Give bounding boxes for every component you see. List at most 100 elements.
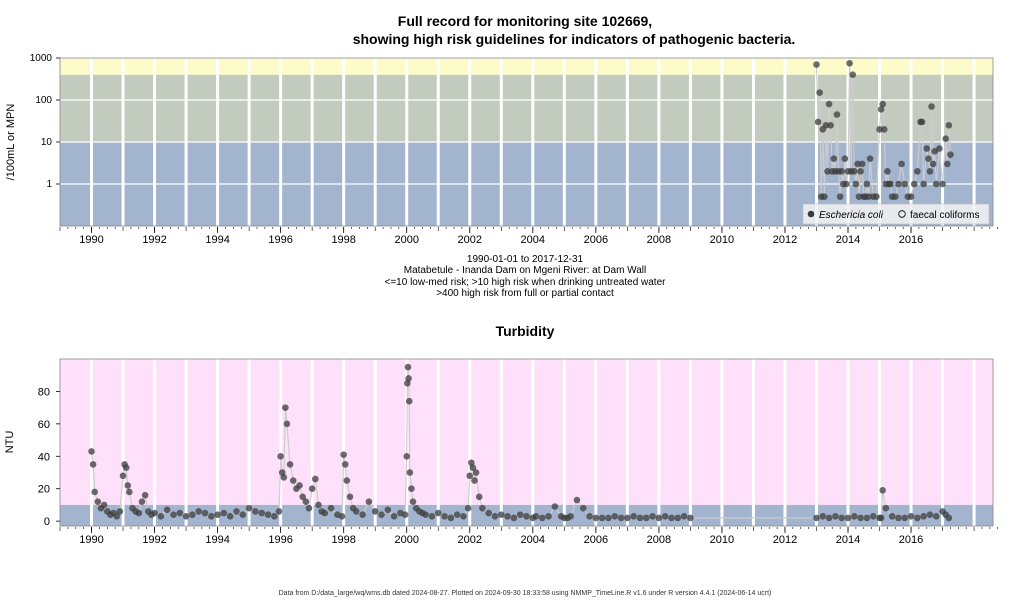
turbidity-point	[214, 511, 221, 518]
ecoli-point	[910, 180, 918, 188]
x-tick-label: 2012	[773, 534, 797, 546]
turbidity-point	[124, 482, 132, 489]
x-tick-label: 2014	[836, 534, 860, 546]
turbidity-point	[138, 498, 146, 505]
x-tick-label: 1990	[79, 534, 103, 546]
turbidity-point	[406, 469, 414, 476]
ecoli-point	[932, 180, 940, 188]
turbidity-point	[404, 363, 412, 371]
turbidity-point	[390, 512, 398, 520]
ecoli-point	[895, 180, 902, 188]
ecoli-point	[926, 168, 934, 175]
x-tick-label: 2000	[394, 234, 418, 246]
ecoli-point	[843, 180, 850, 188]
turbidity-point	[914, 514, 921, 522]
ecoli-point	[846, 59, 853, 67]
turbidity-point	[283, 420, 291, 428]
x-tick-label: 2002	[458, 234, 482, 246]
turbidity-point	[100, 501, 108, 509]
x-tick-label: 1994	[205, 234, 229, 246]
turbidity-point	[201, 509, 209, 517]
ecoli-point	[814, 118, 822, 126]
turbidity-point	[321, 509, 329, 517]
turbidity-point	[901, 514, 909, 522]
ecoli-point	[841, 155, 849, 163]
turbidity-point	[195, 508, 202, 515]
x-tick-label: 2012	[773, 234, 797, 246]
turbidity-point	[359, 511, 366, 518]
turbidity-point	[680, 512, 688, 520]
ecoli-point	[855, 193, 863, 200]
turbidity-point	[289, 477, 297, 484]
turbidity-point	[408, 485, 415, 493]
x-tick-label: 1992	[142, 534, 166, 546]
x-tick-label: 1996	[268, 534, 292, 546]
ecoli-point	[851, 168, 858, 175]
y-tick-label: 60	[38, 419, 50, 431]
ecoli-point	[936, 145, 943, 152]
turbidity-point	[341, 461, 349, 468]
ecoli-point	[813, 61, 820, 68]
y-tick-label: 40	[38, 451, 50, 463]
ecoli-point	[857, 168, 864, 175]
turbidity-point	[516, 511, 524, 518]
y-tick-label: 20	[38, 484, 50, 496]
turbidity-point	[877, 514, 885, 522]
turbidity-point	[655, 514, 663, 522]
turbidity-point	[945, 514, 953, 522]
x-tick-label: 2016	[899, 534, 923, 546]
ecoli-point	[947, 151, 954, 158]
bacteria-y-axis-label: /100mL or MPN	[5, 104, 17, 181]
turbidity-point	[346, 493, 354, 501]
turbidity-point	[649, 512, 656, 520]
legend-ecoli-marker	[807, 210, 815, 218]
ecoli-point	[887, 180, 894, 188]
turbidity-point	[888, 512, 896, 520]
turbidity-point	[258, 509, 266, 517]
ecoli-point	[866, 155, 874, 163]
turbidity-point	[271, 512, 278, 520]
x-tick-label: 1996	[268, 234, 292, 246]
turbidity-point	[245, 504, 253, 512]
turbidity-point	[405, 375, 412, 382]
ecoli-point	[928, 103, 935, 110]
turbidity-point	[630, 512, 637, 520]
turbidity-point	[338, 512, 346, 520]
y-tick-label: 80	[38, 386, 50, 398]
turbidity-point	[163, 506, 171, 514]
turbidity-point	[617, 514, 625, 522]
turbidity-point	[264, 511, 272, 518]
turbidity-point	[460, 512, 467, 520]
ecoli-point	[833, 111, 841, 118]
ecoli-point	[898, 160, 905, 168]
turbidity-point	[340, 451, 347, 458]
turbidity-point	[135, 509, 143, 517]
x-tick-label: 1998	[331, 534, 355, 546]
turbidity-point	[157, 512, 165, 520]
turbidity-point	[151, 509, 158, 517]
turbidity-point	[233, 508, 240, 515]
legend-box	[802, 203, 990, 225]
x-tick-label: 2016	[899, 234, 923, 246]
turbidity-point	[838, 514, 846, 522]
turbidity-point	[403, 452, 411, 460]
x-tick-label: 2002	[458, 534, 482, 546]
ecoli-point	[816, 89, 823, 96]
x-tick-label: 2000	[394, 534, 418, 546]
turbidity-plot-frame	[59, 358, 994, 527]
x-tick-label: 2006	[584, 534, 608, 546]
turbidity-point	[422, 511, 429, 518]
turbidity-point	[469, 464, 477, 471]
turbidity-point	[844, 514, 852, 522]
turbidity-point	[141, 491, 149, 499]
ecoli-point	[918, 118, 926, 126]
turbidity-point	[466, 472, 474, 480]
turbidity-point	[182, 512, 190, 520]
legend-fc-label: faecal coliforms	[910, 210, 979, 221]
ecoli-point	[858, 160, 866, 168]
turbidity-point	[434, 509, 442, 517]
turbidity-point	[91, 488, 98, 496]
x-tick-label: 2006	[584, 234, 608, 246]
turbidity-point	[491, 512, 499, 520]
ecoli-point	[838, 168, 846, 175]
